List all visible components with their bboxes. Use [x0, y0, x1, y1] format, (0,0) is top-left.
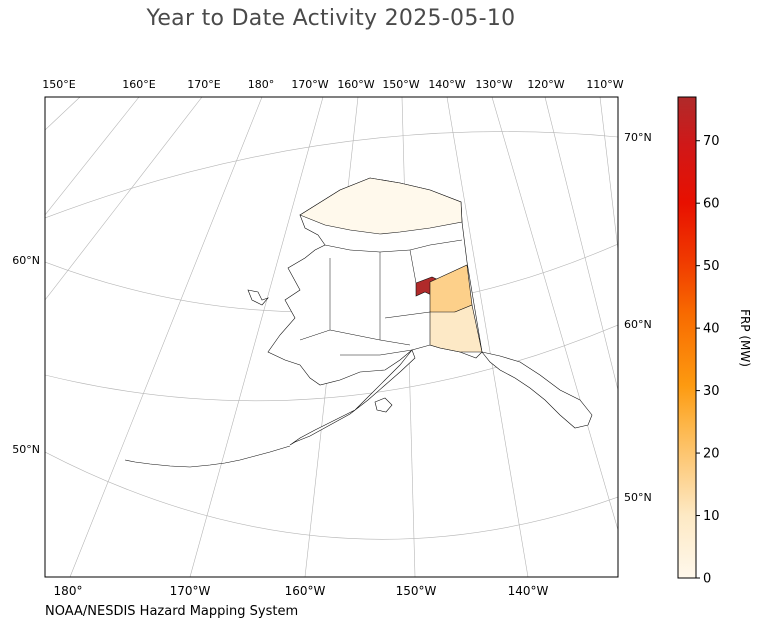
bottom-lon-label: 160°W	[285, 584, 326, 598]
colorbar-ticks: 0 10 20 30 40 50 60 70	[696, 134, 720, 587]
kodiak-island	[374, 397, 393, 413]
lat-line-55	[45, 324, 618, 402]
colorbar-tick-label: 60	[703, 197, 720, 212]
right-lat-label: 60°N	[624, 318, 652, 331]
colorbar-tick-label: 20	[703, 447, 720, 462]
alaska-land	[124, 177, 593, 468]
right-lat-labels: 70°N 60°N 50°N	[624, 131, 652, 504]
aleutian-islands	[124, 445, 291, 468]
top-lon-label: 110°W	[586, 78, 623, 91]
bottom-lon-labels: 180° 170°W 160°W 150°W 140°W	[54, 584, 549, 598]
top-lon-label: 170°W	[291, 78, 328, 91]
colorbar-tick-label: 0	[703, 572, 711, 587]
right-lat-label: 50°N	[624, 491, 652, 504]
lon-line-140w	[446, 97, 529, 577]
colorbar-gradient	[677, 96, 697, 579]
top-lon-label: 140°W	[428, 78, 465, 91]
lon-line-160e	[45, 97, 140, 216]
lon-line-110w	[599, 97, 618, 251]
bottom-lon-label: 170°W	[170, 584, 211, 598]
lon-line-150e	[45, 97, 81, 131]
colorbar-tick-label: 70	[703, 134, 720, 149]
lon-line-170e	[45, 97, 203, 301]
map-frame	[44, 96, 619, 578]
top-lon-label: 160°E	[122, 78, 155, 91]
lat-line-50	[45, 451, 618, 540]
map-title: Year to Date Activity 2025-05-10	[146, 6, 516, 31]
alaska-peninsula	[289, 349, 416, 446]
colorbar-tick-label: 40	[703, 322, 720, 337]
lat-line-70	[45, 131, 618, 219]
north-slope-region	[299, 177, 463, 235]
colorbar-tick-label: 10	[703, 509, 720, 524]
southeast-panhandle	[481, 351, 593, 429]
top-lon-label: 120°W	[527, 78, 564, 91]
colorbar-label: FRP (MW)	[738, 309, 752, 367]
left-lat-labels: 60°N 50°N	[12, 254, 40, 456]
top-lon-label: 150°W	[382, 78, 419, 91]
footer-credit: NOAA/NESDIS Hazard Mapping System	[45, 604, 299, 619]
top-lon-label: 180°	[248, 78, 275, 91]
lon-line-130w	[491, 97, 618, 531]
colorbar-tick-label: 50	[703, 259, 720, 274]
bottom-lon-label: 140°W	[508, 584, 549, 598]
top-lon-label: 130°W	[475, 78, 512, 91]
low-frp-region	[429, 304, 483, 353]
colorbar: 0 10 20 30 40 50 60 70 FRP (MW)	[677, 96, 752, 587]
borough-boundaries	[299, 239, 463, 356]
colorbar-tick-label: 30	[703, 384, 720, 399]
top-lon-label: 170°E	[187, 78, 220, 91]
top-lon-label: 160°W	[337, 78, 374, 91]
top-lon-label: 150°E	[42, 78, 75, 91]
top-lon-labels: 150°E 160°E 170°E 180° 170°W 160°W 150°W…	[42, 78, 624, 91]
lon-line-170w	[189, 97, 324, 577]
seward-peninsula-island	[247, 289, 269, 306]
bottom-lon-label: 150°W	[396, 584, 437, 598]
left-lat-label: 50°N	[12, 443, 40, 456]
lon-line-120w	[544, 97, 618, 391]
right-lat-label: 70°N	[624, 131, 652, 144]
lon-line-180	[69, 97, 263, 577]
bottom-lon-label: 180°	[54, 584, 83, 598]
left-lat-label: 60°N	[12, 254, 40, 267]
